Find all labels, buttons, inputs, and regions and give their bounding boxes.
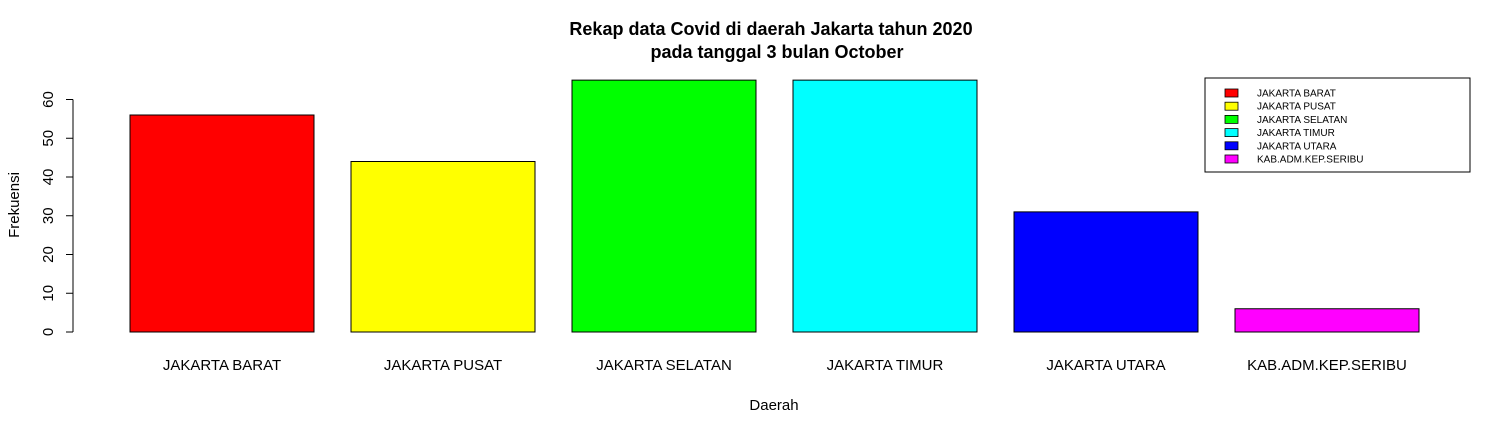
x-tick-label: JAKARTA TIMUR	[827, 357, 944, 374]
legend-label: KAB.ADM.KEP.SERIBU	[1257, 155, 1364, 166]
x-tick-label: JAKARTA SELATAN	[596, 357, 732, 374]
y-tick-label: 10	[40, 285, 57, 302]
legend-swatch	[1224, 101, 1239, 111]
bar-jakarta-barat	[129, 114, 315, 333]
y-tick-label: 40	[40, 169, 57, 186]
bars-group	[129, 79, 1420, 333]
legend-swatch	[1224, 128, 1239, 138]
x-tick-label: JAKARTA BARAT	[163, 357, 281, 374]
y-tick-label: 30	[40, 207, 57, 224]
x-axis-title: Daerah	[749, 397, 798, 414]
chart-title: Rekap data Covid di daerah Jakarta tahun…	[569, 19, 972, 39]
legend-swatch	[1224, 115, 1239, 124]
y-tick-label: 20	[40, 246, 57, 263]
legend-swatch	[1224, 88, 1239, 98]
legend-box	[1204, 77, 1471, 173]
bar-kab-adm-kep-seribu	[1234, 308, 1420, 333]
x-tick-labels: JAKARTA BARAT JAKARTA PUSAT JAKARTA SELATA…	[163, 357, 1407, 374]
x-tick-label: JAKARTA PUSAT	[384, 357, 502, 374]
bar-jakarta-utara	[1013, 211, 1199, 333]
y-axis-title: Frekuensi	[6, 172, 23, 238]
y-tick-label: 50	[40, 130, 57, 147]
x-tick-label: KAB.ADM.KEP.SERIBU	[1247, 357, 1407, 374]
y-tick-label: 0	[40, 328, 57, 336]
legend-label: JAKARTA SELATAN	[1257, 115, 1347, 126]
bar-jakarta-timur	[792, 79, 978, 333]
legend-swatch	[1224, 154, 1239, 164]
legend-label: JAKARTA PUSAT	[1257, 102, 1336, 113]
y-axis: 0 10 20 30 40 50 60	[40, 91, 74, 336]
legend-label: JAKARTA BARAT	[1257, 89, 1336, 100]
legend-swatch	[1224, 141, 1239, 151]
chart-subtitle: pada tanggal 3 bulan October	[650, 42, 903, 62]
y-tick-label: 60	[40, 91, 57, 108]
legend-label: JAKARTA UTARA	[1257, 141, 1337, 152]
bar-jakarta-selatan	[571, 79, 757, 333]
legend: JAKARTA BARAT JAKARTA PUSAT JAKARTA SELATA…	[1204, 77, 1471, 173]
x-tick-label: JAKARTA UTARA	[1046, 357, 1165, 374]
bar-jakarta-pusat	[350, 161, 536, 333]
legend-label: JAKARTA TIMUR	[1257, 128, 1335, 139]
